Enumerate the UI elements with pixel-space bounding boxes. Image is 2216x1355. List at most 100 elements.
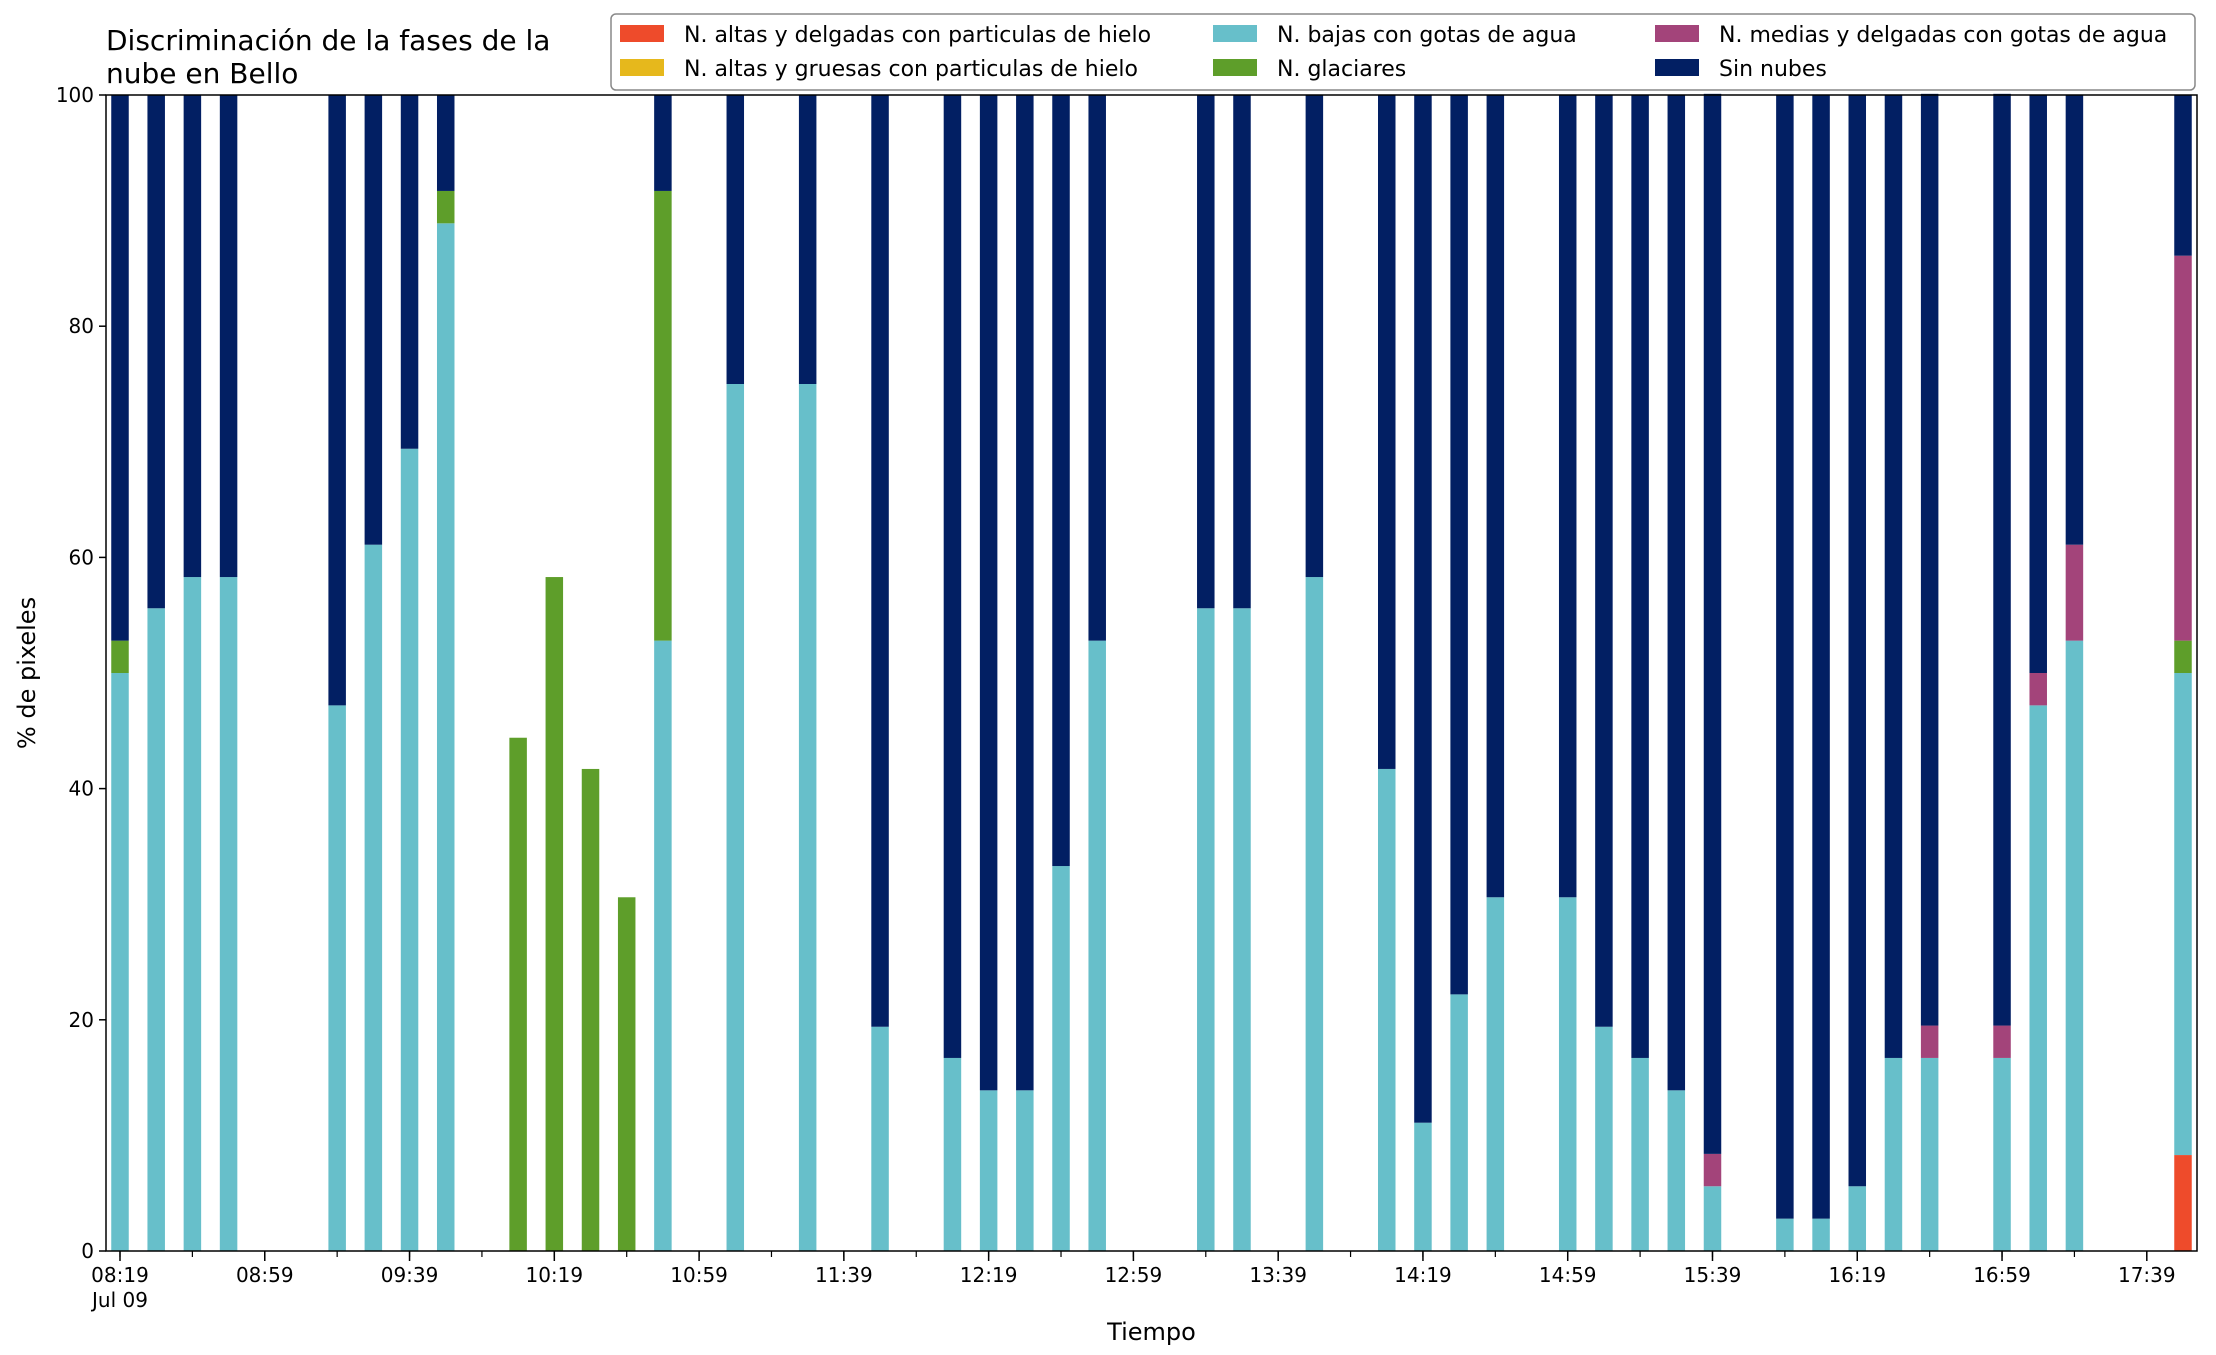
bar-stack — [1776, 95, 1794, 1251]
bar-segment — [1812, 1218, 1830, 1251]
bar-stack — [1486, 95, 1505, 1251]
legend-label: Sin nubes — [1719, 57, 1827, 82]
bar-segment — [111, 95, 129, 641]
bar-segment — [436, 95, 455, 191]
bar-segment — [2029, 673, 2047, 706]
y-tick-label: 0 — [81, 1239, 94, 1263]
bar-segment — [654, 95, 672, 191]
bar-segment — [1450, 95, 1468, 995]
bar-stack — [726, 95, 745, 1251]
x-tick-label: 15:39 — [1684, 1263, 1742, 1287]
bar-segment — [545, 577, 564, 1251]
bar-segment — [1848, 95, 1867, 1187]
legend-item: N. altas y delgadas con particulas de hi… — [620, 23, 1151, 48]
x-tick-label: 14:59 — [1539, 1263, 1597, 1287]
legend-swatch — [1213, 59, 1257, 76]
x-tick-label: 16:59 — [1973, 1263, 2031, 1287]
bar-segment — [1197, 608, 1215, 1251]
bar-segment — [871, 1026, 889, 1251]
legend-item: N. medias y delgadas con gotas de agua — [1655, 23, 2167, 48]
x-tick-label: 10:19 — [525, 1263, 583, 1287]
bar-segment — [147, 608, 165, 1251]
bar-stack — [1920, 93, 1939, 1251]
bar-segment — [400, 448, 419, 1252]
bar-segment — [2065, 640, 2084, 1251]
bar-segment — [1305, 95, 1324, 578]
bar-segment — [979, 95, 998, 1091]
legend-swatch — [1213, 25, 1257, 42]
chart-title-line: Discriminación de la fases de la — [106, 24, 550, 57]
y-axis-label: % de pixeles — [13, 597, 41, 749]
bar-segment — [1052, 866, 1070, 1251]
bar-segment — [2065, 544, 2084, 641]
x-axis-label: Tiempo — [1106, 1318, 1196, 1346]
bar-stack — [400, 95, 419, 1252]
x-tick-label: 10:59 — [670, 1263, 728, 1287]
bar-segment — [1776, 1218, 1794, 1251]
bar-stack — [979, 95, 998, 1251]
bar-segment — [1486, 95, 1505, 898]
bar-segment — [1884, 95, 1903, 1058]
bar-segment — [798, 95, 817, 384]
bar-segment — [726, 384, 745, 1251]
x-tick-label: 12:59 — [1105, 1263, 1163, 1287]
legend-item: N. bajas con gotas de agua — [1213, 23, 1577, 48]
bar-stack — [1631, 95, 1649, 1251]
chart-title-line: nube en Bello — [106, 57, 298, 90]
bar-segment — [654, 640, 672, 1251]
x-tick-label: 13:39 — [1249, 1263, 1307, 1287]
bar-segment — [364, 544, 383, 1251]
bar-stack — [1703, 93, 1722, 1251]
bar-segment — [2174, 95, 2192, 256]
bar-stack — [1450, 95, 1468, 1251]
bar-stack — [2065, 95, 2084, 1251]
x-tick-label: 11:39 — [815, 1263, 873, 1287]
bar-segment — [1631, 1057, 1649, 1251]
legend-label: N. bajas con gotas de agua — [1277, 23, 1577, 48]
bar-stack — [1305, 95, 1324, 1251]
bar-segment — [111, 640, 129, 673]
x-tick-label: 14:19 — [1394, 1263, 1452, 1287]
bar-segment — [979, 1090, 998, 1251]
bar-stack — [2029, 95, 2047, 1251]
legend-item: N. altas y gruesas con particulas de hie… — [620, 57, 1138, 82]
bar-stack — [1812, 95, 1830, 1251]
bar-stack — [1667, 95, 1686, 1251]
legend-box — [610, 13, 2196, 91]
bar-stack — [1414, 95, 1432, 1251]
bar-stack — [1848, 95, 1867, 1251]
bar-segment — [1486, 897, 1505, 1251]
bar-segment — [1631, 95, 1649, 1058]
bar-stack — [147, 95, 165, 1251]
bar-stack — [1197, 95, 1215, 1251]
bar-stack — [328, 95, 346, 1251]
legend-label: N. medias y delgadas con gotas de agua — [1719, 23, 2167, 48]
bar-segment — [1052, 95, 1070, 867]
bar-segment — [400, 95, 419, 449]
bar-segment — [2174, 673, 2192, 1156]
bar-segment — [1703, 1153, 1722, 1187]
legend-swatch — [1655, 25, 1699, 42]
bar-segment — [1812, 95, 1830, 1219]
bar-segment — [183, 577, 202, 1251]
bar-stack — [654, 95, 672, 1251]
bar-stack — [364, 95, 383, 1251]
bar-stack — [871, 95, 889, 1251]
bar-stack — [1378, 95, 1396, 1251]
bar-segment — [1558, 95, 1577, 898]
bar-stack — [1884, 95, 1903, 1251]
legend-swatch — [1655, 59, 1699, 76]
y-tick-label: 20 — [69, 1008, 94, 1032]
x-tick-label: 09:39 — [381, 1263, 439, 1287]
bar-segment — [1703, 1186, 1722, 1251]
y-tick-label: 100 — [56, 83, 94, 107]
legend-swatch — [620, 25, 664, 42]
x-date-label: Jul 09 — [90, 1288, 148, 1312]
bar-segment — [871, 95, 889, 1027]
legend-label: N. altas y gruesas con particulas de hie… — [684, 57, 1138, 82]
bar-stack — [1088, 95, 1106, 1251]
bar-segment — [1703, 93, 1722, 1154]
